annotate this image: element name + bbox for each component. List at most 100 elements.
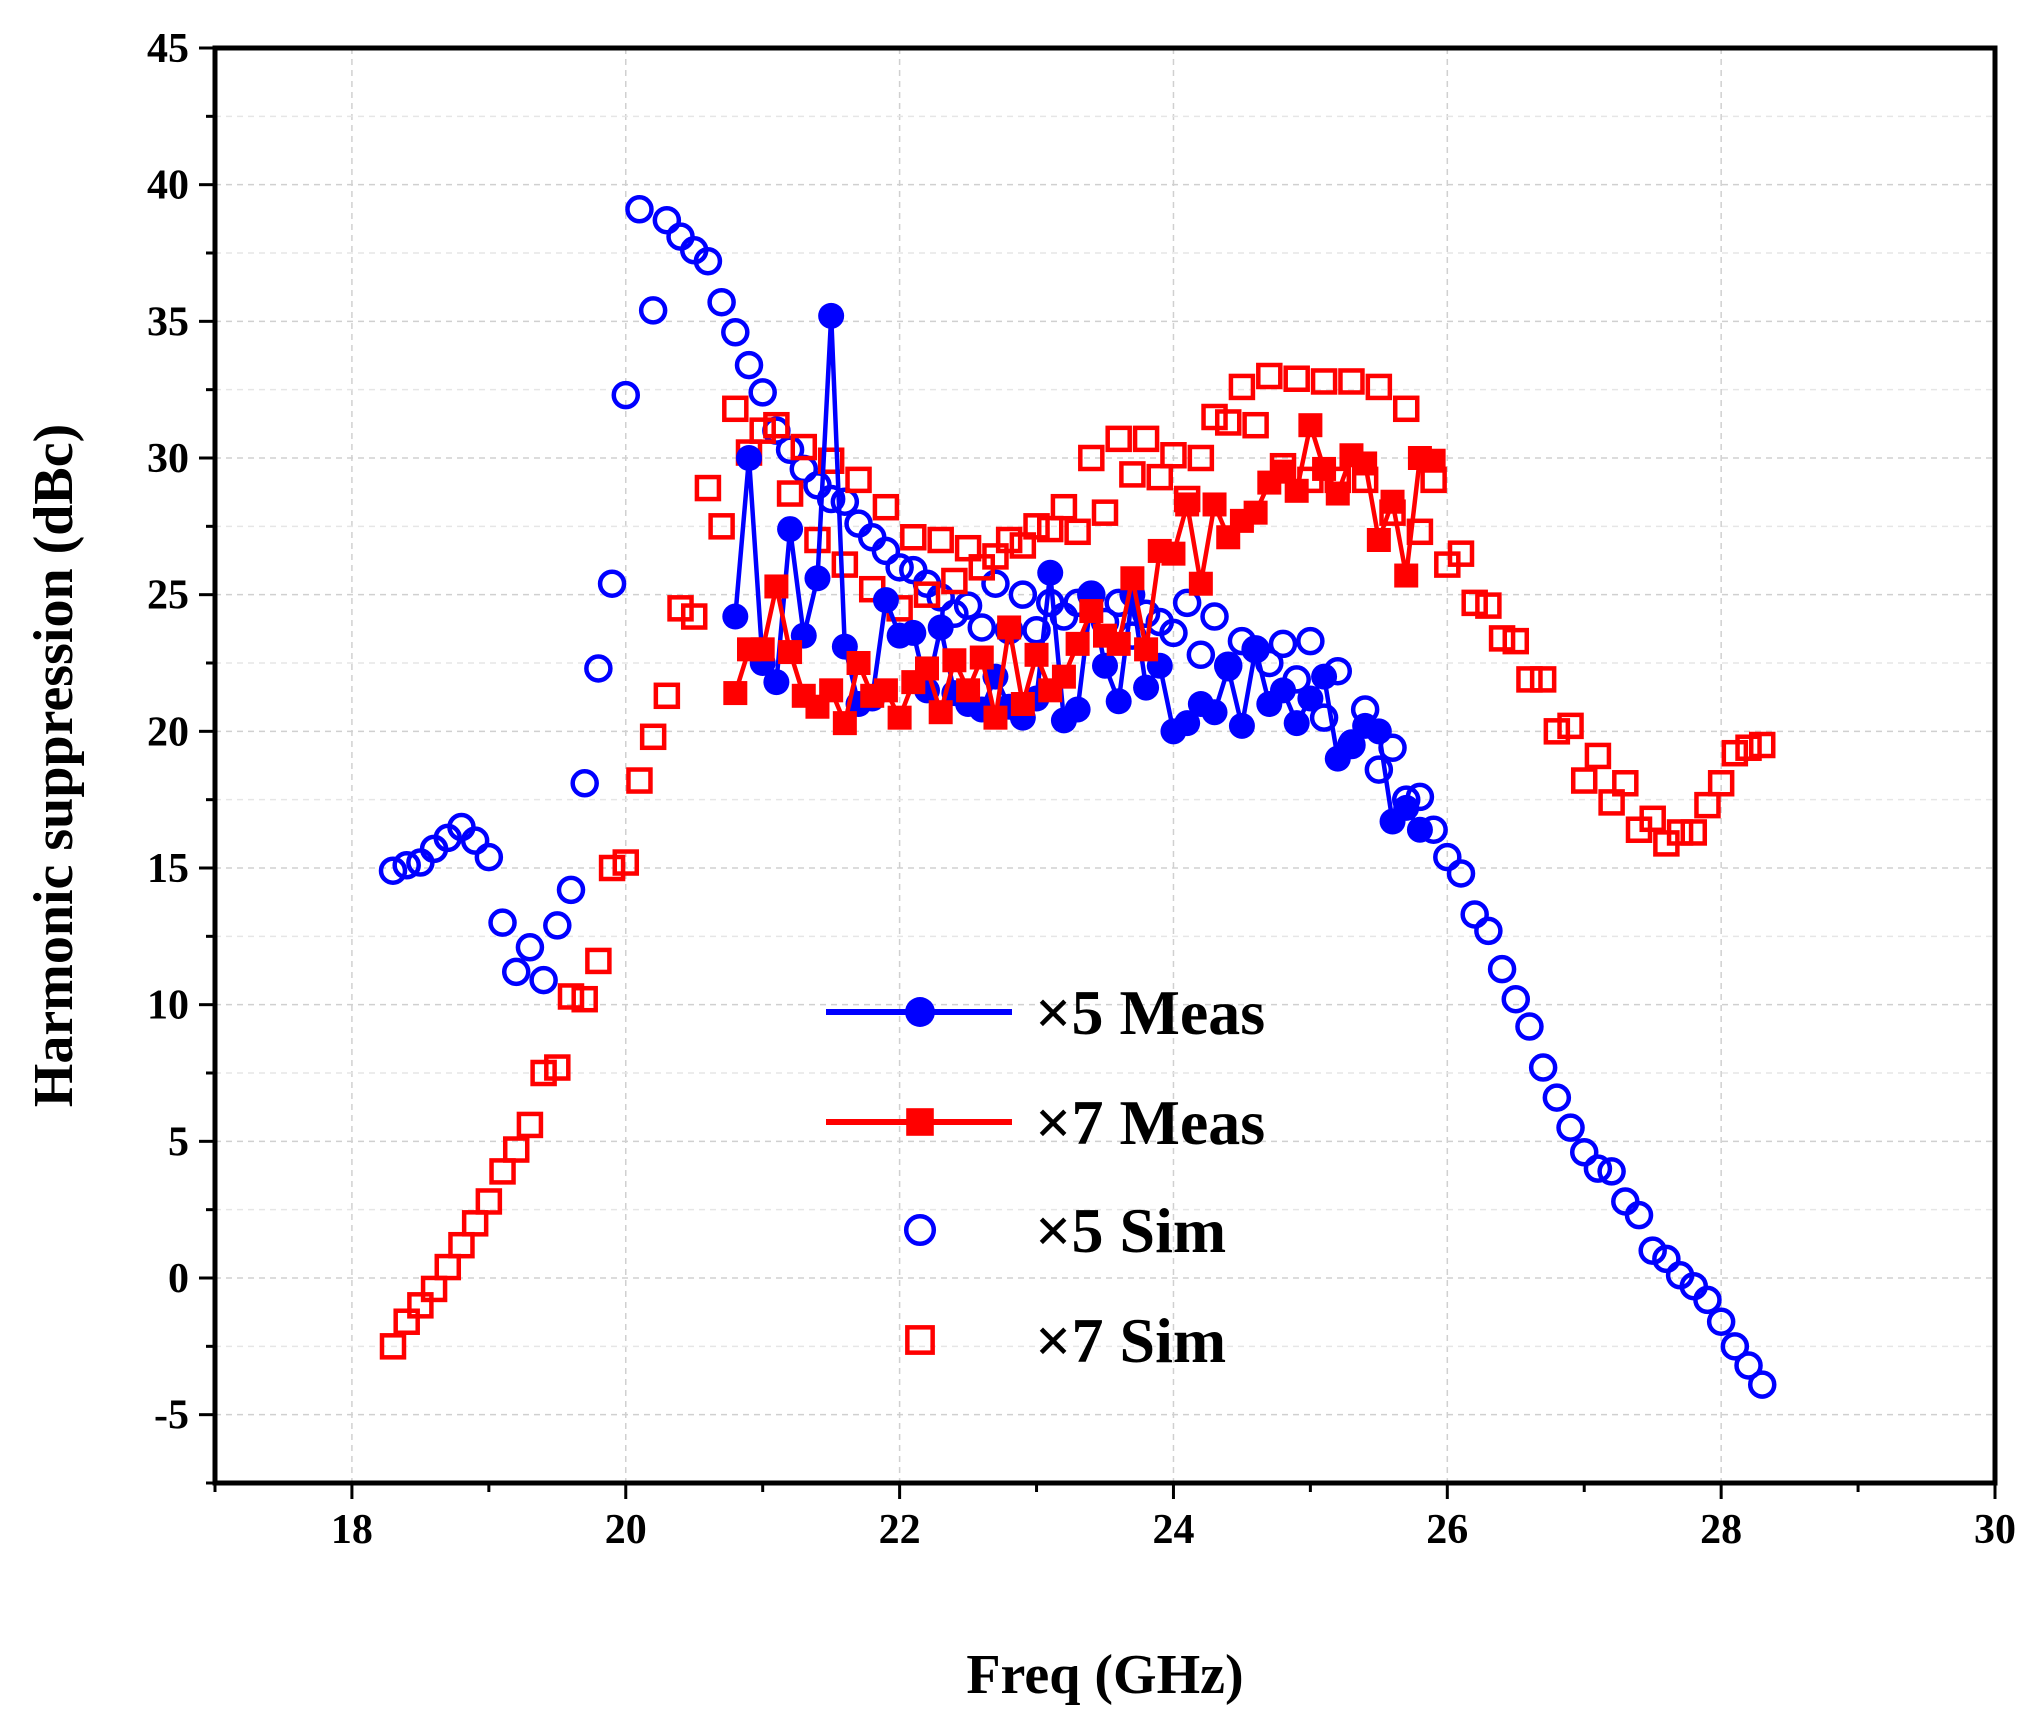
sim-x7-point bbox=[1078, 444, 1105, 472]
sim-x5-point bbox=[460, 826, 490, 855]
sim-x7-point bbox=[1105, 425, 1132, 453]
sim-x5-point bbox=[638, 296, 668, 325]
meas-x7-point bbox=[1065, 631, 1090, 656]
sim-x7-point bbox=[831, 551, 859, 578]
sim-x5-point bbox=[515, 933, 545, 962]
sim-x5-point bbox=[1747, 1370, 1777, 1399]
sim-x5-point bbox=[1460, 900, 1489, 929]
meas-x7-point bbox=[1312, 456, 1337, 481]
sim-x7-point bbox=[1461, 589, 1488, 617]
meas-x7-point bbox=[873, 678, 898, 703]
meas-x5-point bbox=[872, 587, 899, 614]
y-tick-label: 35 bbox=[147, 299, 189, 345]
sim-x5-point bbox=[1268, 629, 1298, 659]
y-tick-label: 15 bbox=[147, 846, 189, 892]
sim-x5-point bbox=[1720, 1332, 1750, 1361]
sim-x7-point bbox=[1447, 540, 1475, 567]
meas-x7-point bbox=[1353, 451, 1378, 476]
sim-x5-point bbox=[1734, 1351, 1763, 1380]
sim-x7-point bbox=[379, 1333, 407, 1360]
sim-x5-point bbox=[378, 856, 408, 885]
meas-x7-point bbox=[1010, 692, 1035, 716]
sim-x7-point bbox=[1310, 368, 1338, 395]
sim-x7-point bbox=[1406, 518, 1434, 546]
sim-x7-point bbox=[1036, 515, 1064, 543]
meas-x7-point bbox=[1243, 500, 1268, 525]
sim-x5-point bbox=[1008, 580, 1038, 609]
meas-x5-point bbox=[1064, 696, 1091, 723]
sim-x7-point bbox=[1338, 368, 1365, 395]
sim-x7-point bbox=[694, 474, 722, 502]
sim-x7-point bbox=[817, 447, 845, 474]
meas-x7-point bbox=[1394, 563, 1419, 588]
sim-x7-point bbox=[913, 581, 941, 608]
meas-x7-point bbox=[1298, 413, 1323, 438]
sim-x5-point bbox=[871, 536, 901, 566]
sim-x7-point bbox=[995, 526, 1023, 554]
sim-x5-point bbox=[1487, 954, 1517, 984]
tick-layer bbox=[199, 46, 1997, 1499]
sim-x5-point bbox=[789, 454, 819, 484]
sim-x7-point bbox=[502, 1136, 530, 1163]
meas-x7-point bbox=[1106, 631, 1131, 656]
sim-x7-point bbox=[1009, 532, 1037, 559]
sim-x7-point bbox=[448, 1231, 475, 1259]
x-tick-label: 18 bbox=[331, 1507, 373, 1553]
sim-x7-point bbox=[530, 1059, 557, 1087]
sim-x5-point bbox=[721, 318, 750, 347]
sim-x5-point bbox=[1474, 916, 1503, 946]
sim-x5-point bbox=[1186, 640, 1216, 670]
meas-x7-point bbox=[915, 656, 939, 681]
meas-x5-point bbox=[1174, 710, 1201, 737]
meas-x5-point bbox=[736, 445, 762, 471]
meas-x5-point bbox=[927, 614, 954, 641]
sim-x7-point bbox=[667, 595, 694, 622]
sim-x7-point bbox=[680, 603, 708, 630]
sim-x5-point bbox=[953, 591, 983, 620]
meas-x7-point bbox=[969, 645, 994, 670]
meas-x7-point bbox=[1079, 599, 1104, 624]
sim-x5-point bbox=[816, 484, 846, 514]
grid-layer bbox=[215, 48, 1995, 1483]
sim-x7-point bbox=[722, 395, 749, 423]
sim-x7-point bbox=[516, 1111, 544, 1139]
sim-x7-point bbox=[557, 983, 585, 1010]
sim-x7-point bbox=[1475, 592, 1502, 619]
sim-x5-point bbox=[1515, 1012, 1544, 1041]
sim-x5-point bbox=[1583, 1154, 1613, 1183]
x-tick-label: 30 bbox=[1974, 1507, 2016, 1553]
sim-x7-point bbox=[763, 411, 790, 439]
legend-label: ×7 Meas bbox=[1035, 1087, 1265, 1158]
sim-x7-point bbox=[1488, 625, 1516, 652]
sim-x7-point bbox=[1283, 365, 1310, 392]
sim-x7-point bbox=[461, 1210, 489, 1237]
sim-x7-point bbox=[1680, 819, 1708, 846]
sim-x7-point bbox=[626, 767, 653, 794]
sim-x7-point bbox=[749, 417, 776, 444]
sim-x7-point bbox=[434, 1253, 462, 1281]
sim-x7-point bbox=[1557, 712, 1584, 740]
sim-x7-point bbox=[900, 524, 927, 551]
meas-x7-point bbox=[942, 648, 967, 673]
sim-x7-point bbox=[1050, 493, 1078, 521]
sim-x5-point bbox=[666, 222, 695, 251]
legend: ×5 Meas ×7 Meas ×5 Sim ×7 Sim bbox=[826, 977, 1265, 1376]
x-tick-label: 22 bbox=[879, 1507, 921, 1553]
sim-x7-point bbox=[598, 854, 626, 882]
sim-x5-point bbox=[1296, 626, 1325, 656]
sim-x7-point bbox=[1721, 739, 1749, 767]
sim-x5-point bbox=[1433, 842, 1462, 872]
sim-x7-point bbox=[708, 513, 735, 540]
sim-x7-point bbox=[941, 567, 968, 595]
meas-x7-point bbox=[832, 711, 857, 736]
meas-x5-point bbox=[1092, 652, 1118, 679]
series-0 bbox=[722, 302, 1433, 843]
meas-x7-point bbox=[750, 637, 775, 662]
sim-x5-point bbox=[392, 851, 421, 880]
sim-x7-point bbox=[982, 543, 1009, 570]
sim-x5-point bbox=[830, 487, 860, 516]
sim-x7-point bbox=[1132, 425, 1160, 453]
y-tick-label: 5 bbox=[168, 1119, 189, 1165]
meas-x5-point bbox=[763, 669, 790, 696]
